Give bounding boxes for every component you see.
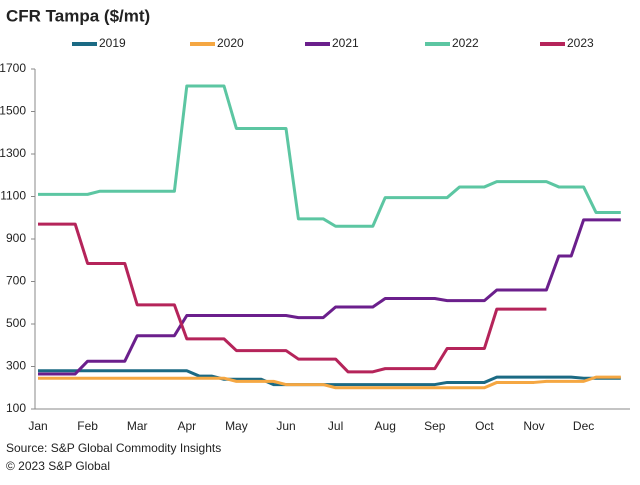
chart-title: CFR Tampa ($/mt) [6,6,150,25]
x-tick-label: Nov [523,419,544,433]
line-series [38,375,621,390]
line-series [38,369,621,387]
y-tick-label: 1100 [0,189,26,203]
y-tick-label: 1500 [0,104,26,118]
x-tick-label: Mar [127,419,148,433]
legend-label: 2021 [332,36,359,50]
x-tick-label: Jul [328,419,343,433]
y-tick-label: 900 [6,231,26,245]
x-tick-label: Oct [475,419,494,433]
x-tick-label: May [225,419,248,433]
y-tick-label: 500 [6,316,26,330]
x-tick-label: Jun [276,419,295,433]
x-tick-label: Aug [375,419,396,433]
y-tick-label: 1300 [0,146,26,160]
legend-label: 2019 [99,36,126,50]
x-tick-label: Jan [28,419,47,433]
y-tick-label: 100 [6,401,26,415]
line-series [38,84,621,228]
source: Source: S&P Global Commodity Insights [6,441,221,455]
y-tick-label: 300 [6,359,26,373]
legend-label: 2020 [217,36,244,50]
legend-label: 2022 [452,36,479,50]
x-tick-label: Sep [424,419,446,433]
x-tick-label: Feb [77,419,98,433]
x-tick-label: Apr [177,419,196,433]
y-tick-label: 1700 [0,61,26,75]
x-tick-label: Dec [573,419,594,433]
y-tick-label: 700 [6,274,26,288]
line-series [38,222,547,374]
copyright: © 2023 S&P Global [6,459,110,473]
line-series [38,218,621,376]
legend-label: 2023 [567,36,594,50]
